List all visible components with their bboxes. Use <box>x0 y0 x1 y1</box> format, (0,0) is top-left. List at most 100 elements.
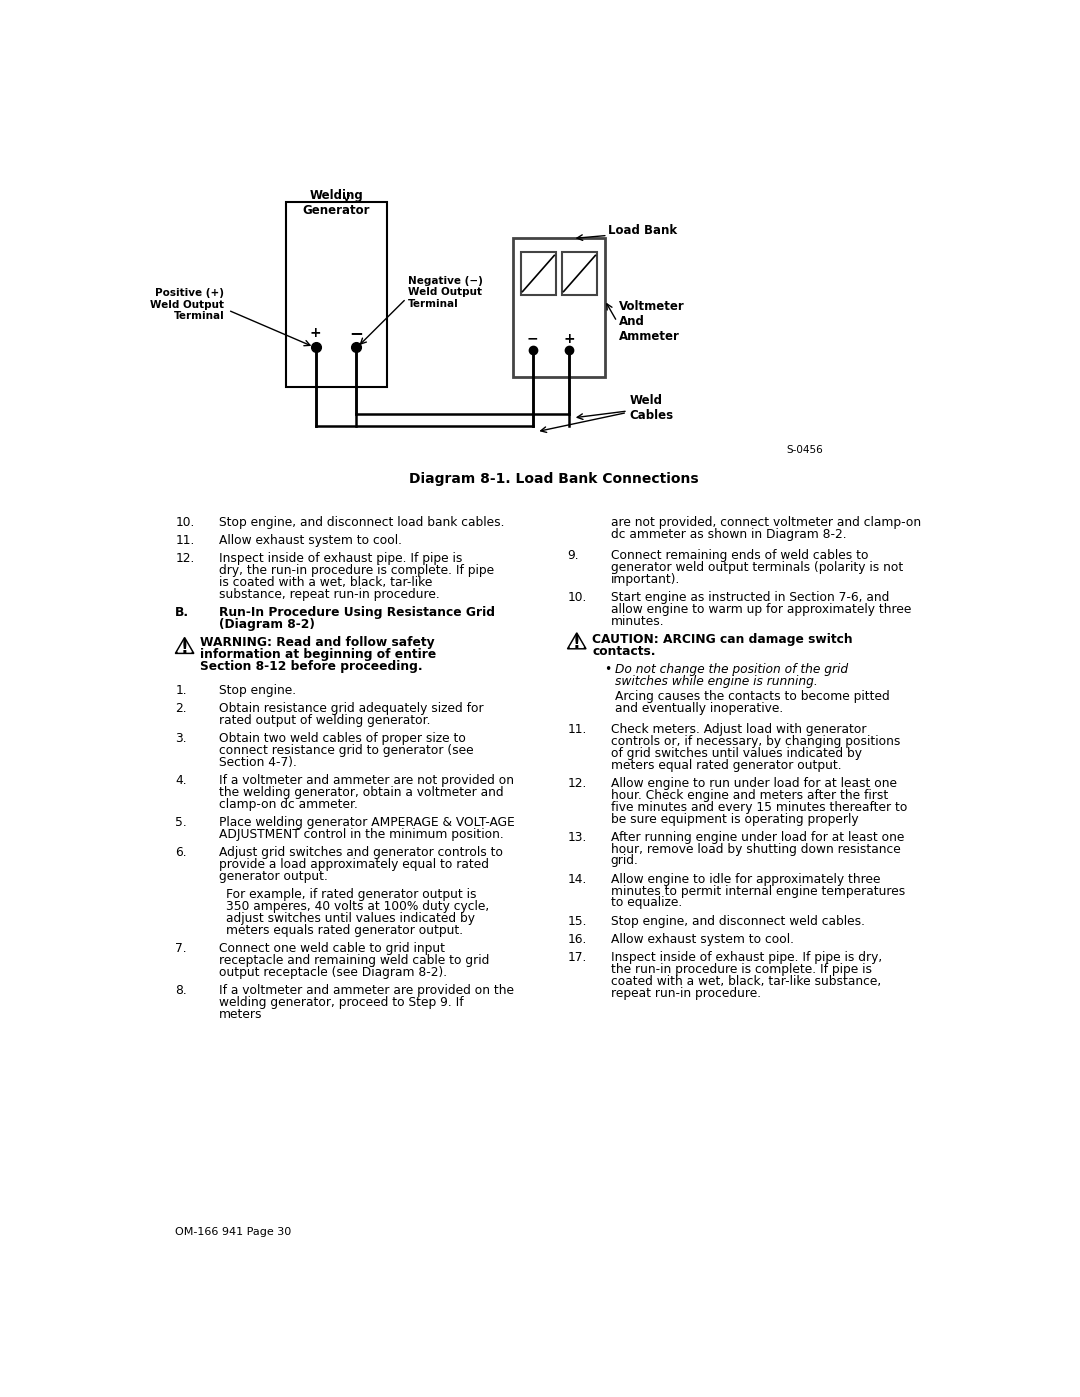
Text: grid.: grid. <box>611 855 638 868</box>
Text: B.: B. <box>175 606 189 619</box>
Text: substance, repeat run-in procedure.: substance, repeat run-in procedure. <box>218 588 440 601</box>
Text: WARNING: Read and follow safety: WARNING: Read and follow safety <box>200 636 435 648</box>
Text: 10.: 10. <box>567 591 586 604</box>
Text: Connect one weld cable to grid input: Connect one weld cable to grid input <box>218 942 445 956</box>
Text: Inspect inside of exhaust pipe. If pipe is: Inspect inside of exhaust pipe. If pipe … <box>218 552 462 564</box>
Text: 16.: 16. <box>567 933 586 946</box>
Text: •: • <box>604 662 611 676</box>
Text: 14.: 14. <box>567 873 586 886</box>
Text: clamp-on dc ammeter.: clamp-on dc ammeter. <box>218 798 357 810</box>
Text: 15.: 15. <box>567 915 586 928</box>
Text: 11.: 11. <box>175 534 194 546</box>
Text: 6.: 6. <box>175 847 187 859</box>
Text: welding generator, proceed to Step 9. If: welding generator, proceed to Step 9. If <box>218 996 463 1009</box>
Text: 1.: 1. <box>175 685 187 697</box>
Text: After running engine under load for at least one: After running engine under load for at l… <box>611 831 904 844</box>
Text: Section 8-12 before proceeding.: Section 8-12 before proceeding. <box>200 659 422 673</box>
Text: generator weld output terminals (polarity is not: generator weld output terminals (polarit… <box>611 560 903 574</box>
Bar <box>562 253 597 295</box>
Text: 3.: 3. <box>175 732 187 745</box>
Text: Connect remaining ends of weld cables to: Connect remaining ends of weld cables to <box>611 549 868 562</box>
Text: dc ammeter as shown in Diagram 8-2.: dc ammeter as shown in Diagram 8-2. <box>611 528 847 541</box>
Text: important).: important). <box>611 573 680 585</box>
Text: Allow engine to run under load for at least one: Allow engine to run under load for at le… <box>611 777 896 789</box>
Text: output receptacle (see Diagram 8-2).: output receptacle (see Diagram 8-2). <box>218 965 447 979</box>
Text: ADJUSTMENT control in the minimum position.: ADJUSTMENT control in the minimum positi… <box>218 828 503 841</box>
Text: meters equal rated generator output.: meters equal rated generator output. <box>611 759 841 771</box>
Text: meters equals rated generator output.: meters equals rated generator output. <box>227 923 463 937</box>
Text: connect resistance grid to generator (see: connect resistance grid to generator (se… <box>218 745 473 757</box>
Polygon shape <box>570 636 583 647</box>
Text: 12.: 12. <box>175 552 194 564</box>
Text: and eventually inoperative.: and eventually inoperative. <box>615 701 783 715</box>
Text: +: + <box>310 326 322 341</box>
Text: minutes.: minutes. <box>611 615 664 627</box>
Text: information at beginning of entire: information at beginning of entire <box>200 648 436 661</box>
Text: the welding generator, obtain a voltmeter and: the welding generator, obtain a voltmete… <box>218 787 503 799</box>
Text: Welding
Generator: Welding Generator <box>302 189 370 217</box>
Text: 5.: 5. <box>175 816 187 828</box>
Text: receptacle and remaining weld cable to grid: receptacle and remaining weld cable to g… <box>218 954 489 967</box>
Text: OM-166 941 Page 30: OM-166 941 Page 30 <box>175 1227 292 1238</box>
Text: dry, the run-in procedure is complete. If pipe: dry, the run-in procedure is complete. I… <box>218 564 494 577</box>
Text: 13.: 13. <box>567 831 586 844</box>
Text: 12.: 12. <box>567 777 586 789</box>
Text: are not provided, connect voltmeter and clamp-on: are not provided, connect voltmeter and … <box>611 515 921 528</box>
Text: Allow exhaust system to cool.: Allow exhaust system to cool. <box>611 933 794 946</box>
Text: minutes to permit internal engine temperatures: minutes to permit internal engine temper… <box>611 884 905 897</box>
Text: five minutes and every 15 minutes thereafter to: five minutes and every 15 minutes therea… <box>611 800 907 813</box>
Text: 8.: 8. <box>175 983 187 997</box>
Text: provide a load approximately equal to rated: provide a load approximately equal to ra… <box>218 858 488 870</box>
Text: Diagram 8-1. Load Bank Connections: Diagram 8-1. Load Bank Connections <box>408 472 699 486</box>
Text: 350 amperes, 40 volts at 100% duty cycle,: 350 amperes, 40 volts at 100% duty cycle… <box>227 900 489 912</box>
Text: Start engine as instructed in Section 7-6, and: Start engine as instructed in Section 7-… <box>611 591 889 604</box>
Text: to equalize.: to equalize. <box>611 897 683 909</box>
Polygon shape <box>567 633 586 648</box>
Text: Do not change the position of the grid: Do not change the position of the grid <box>615 662 848 676</box>
Text: Obtain two weld cables of proper size to: Obtain two weld cables of proper size to <box>218 732 465 745</box>
Text: allow engine to warm up for approximately three: allow engine to warm up for approximatel… <box>611 602 912 616</box>
Text: Stop engine, and disconnect load bank cables.: Stop engine, and disconnect load bank ca… <box>218 515 504 528</box>
Bar <box>513 239 605 377</box>
Text: Negative (−)
Weld Output
Terminal: Negative (−) Weld Output Terminal <box>408 275 483 309</box>
Text: coated with a wet, black, tar-like substance,: coated with a wet, black, tar-like subst… <box>611 975 881 988</box>
Text: Adjust grid switches and generator controls to: Adjust grid switches and generator contr… <box>218 847 502 859</box>
Text: −: − <box>349 324 363 342</box>
Text: be sure equipment is operating properly: be sure equipment is operating properly <box>611 813 859 826</box>
Text: of grid switches until values indicated by: of grid switches until values indicated … <box>611 746 862 760</box>
Text: Allow engine to idle for approximately three: Allow engine to idle for approximately t… <box>611 873 880 886</box>
Text: Inspect inside of exhaust pipe. If pipe is dry,: Inspect inside of exhaust pipe. If pipe … <box>611 951 882 964</box>
Text: Weld
Cables: Weld Cables <box>630 394 674 422</box>
Text: 2.: 2. <box>175 703 187 715</box>
Polygon shape <box>175 637 194 654</box>
Text: generator output.: generator output. <box>218 870 327 883</box>
Text: !: ! <box>180 638 189 657</box>
Text: Positive (+)
Weld Output
Terminal: Positive (+) Weld Output Terminal <box>150 288 225 321</box>
Text: 4.: 4. <box>175 774 187 787</box>
Text: hour. Check engine and meters after the first: hour. Check engine and meters after the … <box>611 789 888 802</box>
Text: the run-in procedure is complete. If pipe is: the run-in procedure is complete. If pip… <box>611 963 872 975</box>
Text: rated output of welding generator.: rated output of welding generator. <box>218 714 430 726</box>
Text: 11.: 11. <box>567 722 586 736</box>
Bar <box>286 203 387 387</box>
Polygon shape <box>178 640 191 652</box>
Text: Load Bank: Load Bank <box>608 225 677 237</box>
Text: 7.: 7. <box>175 942 187 956</box>
Bar <box>521 253 556 295</box>
Text: 17.: 17. <box>567 951 586 964</box>
Text: S-0456: S-0456 <box>786 444 823 455</box>
Text: Arcing causes the contacts to become pitted: Arcing causes the contacts to become pit… <box>615 690 890 703</box>
Text: adjust switches until values indicated by: adjust switches until values indicated b… <box>227 912 475 925</box>
Text: !: ! <box>572 634 581 652</box>
Text: repeat run-in procedure.: repeat run-in procedure. <box>611 986 761 999</box>
Text: Obtain resistance grid adequately sized for: Obtain resistance grid adequately sized … <box>218 703 484 715</box>
Text: For example, if rated generator output is: For example, if rated generator output i… <box>227 888 477 901</box>
Text: If a voltmeter and ammeter are provided on the: If a voltmeter and ammeter are provided … <box>218 983 514 997</box>
Text: Stop engine, and disconnect weld cables.: Stop engine, and disconnect weld cables. <box>611 915 865 928</box>
Text: hour, remove load by shutting down resistance: hour, remove load by shutting down resis… <box>611 842 901 855</box>
Text: switches while engine is running.: switches while engine is running. <box>615 675 818 687</box>
Text: 10.: 10. <box>175 515 194 528</box>
Text: Check meters. Adjust load with generator: Check meters. Adjust load with generator <box>611 722 866 736</box>
Text: +: + <box>563 331 575 345</box>
Text: −: − <box>527 331 539 345</box>
